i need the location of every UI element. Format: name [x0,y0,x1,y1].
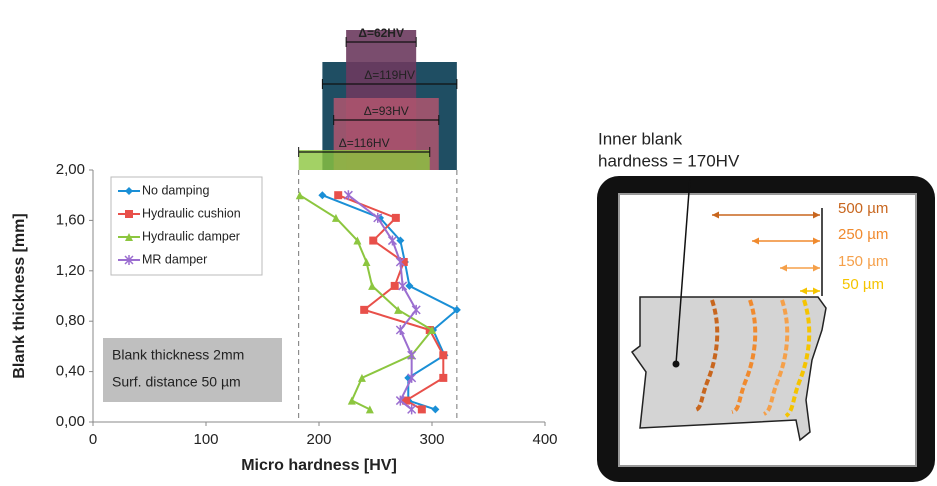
marker [334,191,342,199]
y-axis-title: Blank thickness [mm] [11,213,28,378]
depth-label: 500 µm [838,200,888,217]
diagram-title: hardness = 170HV [598,151,740,170]
range-label: Δ=93HV [364,104,409,118]
range-boxes: Δ=119HV Δ=62HV Δ=93HV Δ=116HV [299,26,457,170]
marker [348,397,356,405]
marker [405,282,413,290]
diagram-title: Inner blank [598,129,683,148]
marker [360,306,368,314]
x-tick-label: 0 [89,431,97,448]
blank-section [632,297,826,440]
marker [296,191,304,199]
marker [344,190,352,200]
range-label: Δ=62HV [358,26,404,40]
marker [439,374,447,382]
marker [362,258,370,266]
x-tick-label: 300 [419,431,444,448]
y-tick-label: 1,60 [56,211,85,228]
legend-label: No damping [142,183,209,197]
marker [358,374,366,382]
legend-label: MR damper [142,252,207,266]
x-axis-title: Micro hardness [HV] [241,457,397,474]
note: Blank thickness 2mm [112,347,244,363]
y-tick-label: 1,20 [56,262,85,279]
x-tick-label: 200 [306,431,331,448]
marker [396,325,404,335]
pointer-dot [673,361,680,368]
depth-label: 150 µm [838,253,888,270]
legend-label: Hydraulic damper [142,229,240,243]
depth-label: 50 µm [842,276,884,293]
marker [431,405,439,413]
marker [388,236,396,246]
marker [368,282,376,290]
page: Δ=119HV Δ=62HV Δ=93HV Δ=116HV 0 100 200 300 400… [0,0,937,486]
y-tick-label: 0,40 [56,363,85,380]
depth-label: 250 µm [838,226,888,243]
note: Surf. distance 50 µm [112,374,241,390]
marker [418,405,426,413]
marker [408,350,416,360]
y-tick-label: 0,80 [56,312,85,329]
range-box [299,150,430,170]
marker [369,237,377,245]
marker [392,214,400,222]
marker [391,282,399,290]
marker [439,351,447,359]
marker [408,404,416,414]
marker [412,305,420,315]
y-tick-label: 2,00 [56,161,85,178]
marker [366,405,374,413]
y-tick-label: 0,00 [56,413,85,430]
x-tick-label: 400 [532,431,557,448]
marker [318,191,326,199]
legend-label: Hydraulic cushion [142,206,241,220]
range-label: Δ=119HV [364,68,415,82]
x-tick-label: 100 [193,431,218,448]
range-label: Δ=116HV [339,136,390,150]
marker [125,210,133,218]
